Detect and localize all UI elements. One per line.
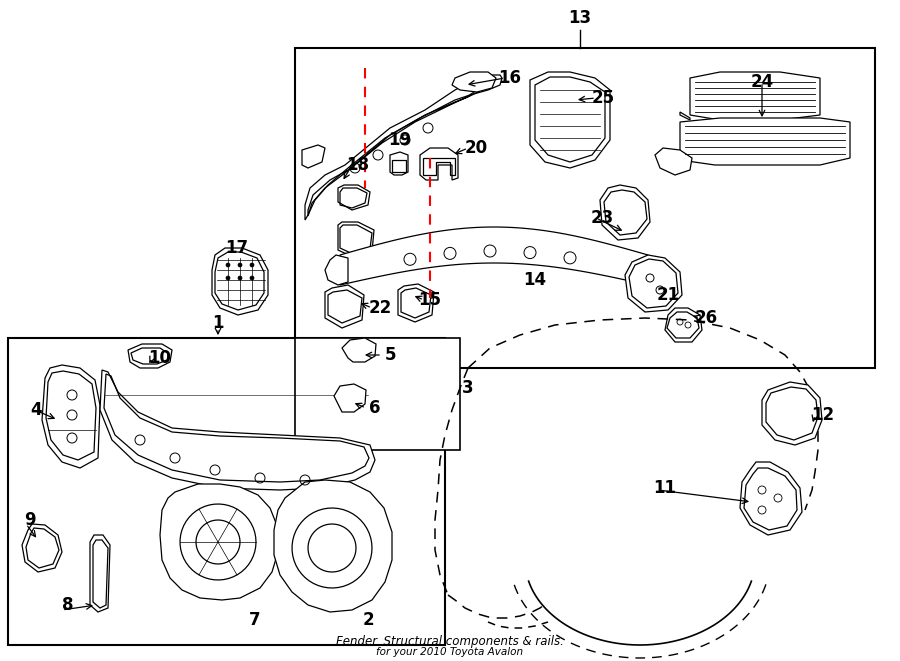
Polygon shape <box>302 145 325 168</box>
Text: 3: 3 <box>463 379 473 397</box>
Polygon shape <box>325 285 364 328</box>
Text: 25: 25 <box>591 89 615 107</box>
Polygon shape <box>292 508 372 588</box>
Text: 15: 15 <box>418 291 442 309</box>
Polygon shape <box>665 308 702 342</box>
Polygon shape <box>420 148 458 180</box>
Text: 22: 22 <box>368 299 392 317</box>
Polygon shape <box>325 255 348 285</box>
Bar <box>8 338 445 645</box>
Polygon shape <box>338 222 374 258</box>
Polygon shape <box>338 185 370 210</box>
Text: 23: 23 <box>590 209 614 227</box>
Text: 9: 9 <box>24 511 36 529</box>
Text: 8: 8 <box>62 596 74 614</box>
Text: 17: 17 <box>225 239 248 257</box>
Text: 13: 13 <box>569 9 591 27</box>
Polygon shape <box>600 185 650 240</box>
Circle shape <box>238 263 242 267</box>
Bar <box>295 48 875 368</box>
Polygon shape <box>340 227 648 285</box>
Polygon shape <box>212 248 268 315</box>
Polygon shape <box>334 384 366 412</box>
Text: 16: 16 <box>499 69 521 87</box>
Text: 2: 2 <box>362 611 374 629</box>
Polygon shape <box>655 148 692 175</box>
Circle shape <box>226 276 230 280</box>
Polygon shape <box>398 284 434 322</box>
Text: 19: 19 <box>389 131 411 149</box>
Polygon shape <box>342 338 376 362</box>
Polygon shape <box>22 524 62 572</box>
Polygon shape <box>680 118 850 165</box>
Text: 10: 10 <box>148 349 172 367</box>
Text: 26: 26 <box>695 309 717 327</box>
Text: 14: 14 <box>524 271 546 289</box>
Polygon shape <box>274 480 392 612</box>
Polygon shape <box>740 462 802 535</box>
Polygon shape <box>625 255 682 312</box>
Text: 4: 4 <box>31 401 41 419</box>
Polygon shape <box>390 152 408 175</box>
Polygon shape <box>128 344 172 368</box>
Polygon shape <box>762 382 822 445</box>
Polygon shape <box>42 365 100 468</box>
Circle shape <box>226 263 230 267</box>
Polygon shape <box>90 535 110 612</box>
Circle shape <box>238 276 242 280</box>
Text: 1: 1 <box>212 314 224 332</box>
Text: 6: 6 <box>369 399 381 417</box>
Text: 11: 11 <box>653 479 677 497</box>
Polygon shape <box>690 72 820 120</box>
Polygon shape <box>160 484 278 600</box>
Polygon shape <box>452 72 496 92</box>
Text: Fender. Structural components & rails.: Fender. Structural components & rails. <box>336 635 564 648</box>
Polygon shape <box>530 72 610 168</box>
Polygon shape <box>680 112 690 120</box>
Polygon shape <box>305 75 502 220</box>
Text: for your 2010 Toyota Avalon: for your 2010 Toyota Avalon <box>376 647 524 657</box>
Polygon shape <box>100 370 375 490</box>
Bar <box>295 338 460 450</box>
Text: 24: 24 <box>751 73 774 91</box>
Text: 18: 18 <box>346 156 370 174</box>
Text: 12: 12 <box>812 406 834 424</box>
Text: 5: 5 <box>384 346 396 364</box>
Text: 21: 21 <box>656 286 680 304</box>
Text: 7: 7 <box>249 611 261 629</box>
Text: 20: 20 <box>464 139 488 157</box>
Polygon shape <box>180 504 256 580</box>
Circle shape <box>250 263 254 267</box>
Circle shape <box>250 276 254 280</box>
